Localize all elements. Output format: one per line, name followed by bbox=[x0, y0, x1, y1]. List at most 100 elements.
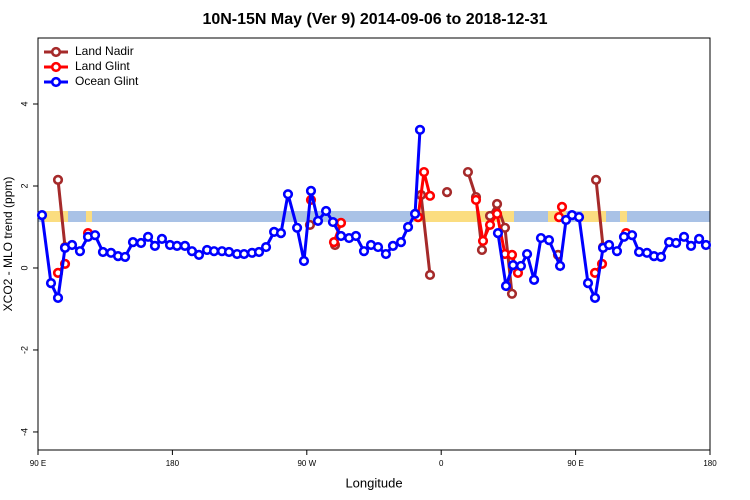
point bbox=[260, 241, 272, 253]
x-tick-label: 180 bbox=[703, 459, 717, 468]
point bbox=[506, 249, 518, 260]
legend-label: Land Glint bbox=[75, 59, 130, 73]
x-axis-label: Longitude bbox=[345, 475, 402, 490]
point bbox=[693, 233, 705, 244]
point bbox=[535, 232, 547, 244]
y-tick-label: 0 bbox=[19, 265, 29, 270]
point bbox=[477, 235, 489, 247]
point bbox=[491, 198, 503, 210]
point bbox=[135, 237, 147, 249]
ocean-band bbox=[38, 211, 710, 222]
point bbox=[350, 230, 362, 242]
point bbox=[395, 237, 407, 248]
point bbox=[45, 278, 57, 289]
point bbox=[543, 235, 555, 246]
land-band bbox=[86, 211, 92, 222]
point bbox=[52, 292, 64, 304]
point bbox=[492, 228, 504, 239]
point bbox=[208, 246, 220, 257]
y-tick-label: 4 bbox=[19, 101, 29, 106]
point bbox=[507, 260, 519, 271]
point bbox=[515, 260, 527, 272]
point bbox=[521, 248, 533, 260]
x-tick-label: 90 E bbox=[30, 459, 46, 468]
point bbox=[441, 187, 453, 198]
point bbox=[223, 246, 235, 258]
point bbox=[671, 237, 682, 249]
point bbox=[603, 239, 615, 251]
x-tick-label: 90 W bbox=[297, 459, 316, 468]
x-tick-label: 0 bbox=[439, 459, 444, 468]
point bbox=[402, 221, 414, 233]
point bbox=[470, 194, 482, 206]
point bbox=[491, 208, 503, 219]
land-band bbox=[620, 211, 627, 222]
point bbox=[52, 174, 64, 185]
point bbox=[291, 222, 303, 233]
point bbox=[275, 228, 287, 239]
point bbox=[298, 255, 310, 267]
point bbox=[618, 231, 630, 242]
point bbox=[414, 124, 426, 135]
point bbox=[589, 292, 601, 304]
point bbox=[305, 185, 317, 197]
land-band bbox=[582, 211, 606, 222]
point bbox=[179, 240, 191, 251]
point bbox=[358, 246, 370, 257]
point bbox=[171, 240, 183, 251]
point bbox=[328, 237, 340, 248]
point bbox=[89, 230, 101, 241]
point bbox=[528, 274, 540, 285]
point bbox=[253, 246, 265, 258]
land-ocean-band bbox=[38, 211, 710, 222]
point bbox=[476, 244, 488, 256]
point bbox=[335, 230, 347, 242]
point bbox=[327, 216, 339, 228]
point bbox=[418, 166, 430, 178]
legend-marker bbox=[50, 76, 62, 88]
chart-title: 10N-15N May (Ver 9) 2014-09-06 to 2018-1… bbox=[202, 11, 547, 28]
point bbox=[119, 251, 131, 263]
x-tick-label: 90 E bbox=[567, 459, 583, 468]
y-tick-label: -2 bbox=[19, 346, 29, 354]
point bbox=[685, 240, 697, 251]
point bbox=[462, 166, 474, 178]
point bbox=[372, 241, 384, 253]
point bbox=[556, 201, 568, 212]
land-band bbox=[44, 211, 68, 222]
point bbox=[626, 230, 638, 241]
legend-marker bbox=[50, 61, 62, 73]
point bbox=[506, 288, 518, 299]
point bbox=[700, 239, 712, 251]
point bbox=[655, 251, 667, 263]
point bbox=[499, 222, 511, 233]
legend-label: Land Nadir bbox=[75, 44, 134, 58]
y-tick-label: -4 bbox=[19, 428, 29, 436]
point bbox=[633, 246, 645, 258]
point bbox=[238, 248, 250, 260]
point bbox=[74, 246, 86, 257]
point bbox=[312, 215, 324, 226]
point bbox=[424, 190, 436, 201]
point bbox=[36, 209, 48, 221]
legend-marker bbox=[50, 46, 62, 58]
point bbox=[582, 278, 594, 289]
series-line bbox=[56, 171, 605, 294]
point bbox=[611, 246, 623, 257]
point bbox=[409, 208, 421, 219]
point bbox=[573, 212, 585, 223]
point bbox=[127, 237, 139, 248]
point bbox=[193, 249, 205, 260]
land-band bbox=[414, 211, 514, 222]
point bbox=[554, 260, 566, 272]
point bbox=[387, 240, 399, 251]
point bbox=[97, 246, 109, 258]
point bbox=[320, 205, 332, 217]
point bbox=[149, 240, 161, 251]
point bbox=[678, 231, 690, 242]
x-tick-label: 180 bbox=[166, 459, 180, 468]
y-axis-label: XCO2 - MLO trend (ppm) bbox=[1, 177, 15, 312]
point bbox=[500, 280, 512, 292]
point bbox=[156, 233, 168, 244]
